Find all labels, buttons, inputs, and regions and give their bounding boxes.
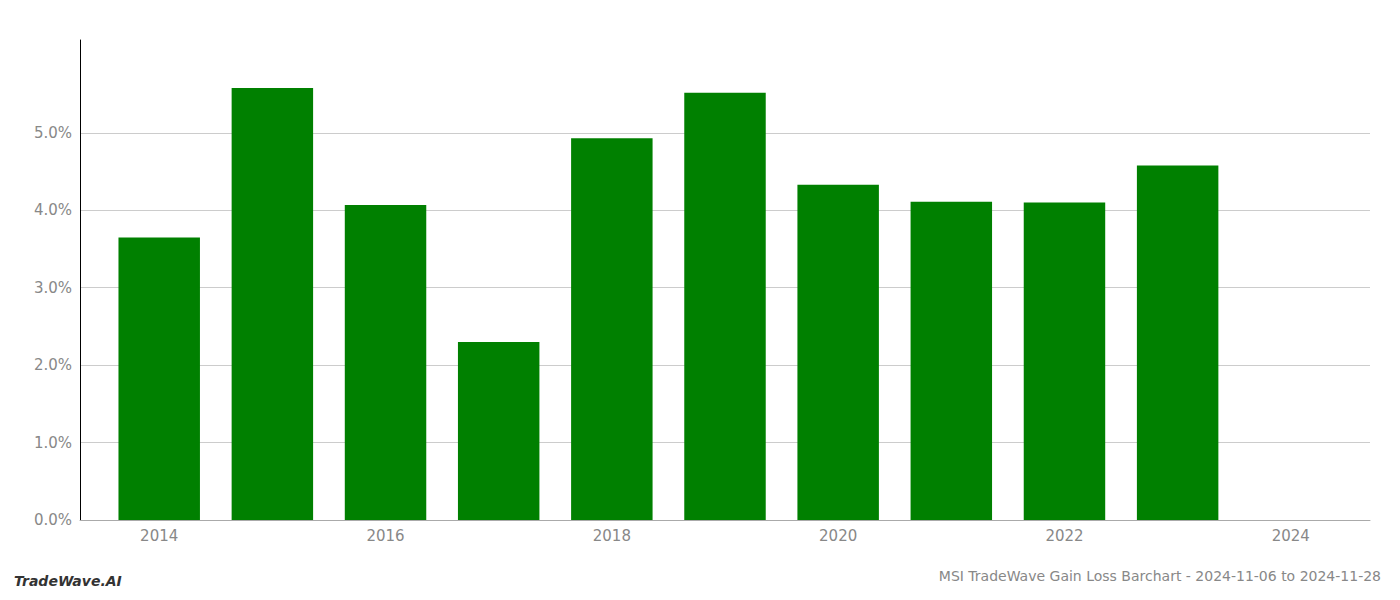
svg-text:2022: 2022 <box>1045 527 1083 545</box>
svg-text:3.0%: 3.0% <box>34 279 72 297</box>
svg-text:2.0%: 2.0% <box>34 356 72 374</box>
svg-text:TradeWave.AI: TradeWave.AI <box>14 573 122 589</box>
svg-text:4.0%: 4.0% <box>34 201 72 219</box>
svg-text:2014: 2014 <box>140 527 178 545</box>
svg-text:2016: 2016 <box>366 527 404 545</box>
svg-text:2020: 2020 <box>819 527 857 545</box>
svg-text:1.0%: 1.0% <box>34 434 72 452</box>
svg-text:2024: 2024 <box>1272 527 1310 545</box>
svg-text:5.0%: 5.0% <box>34 124 72 142</box>
svg-text:MSI TradeWave Gain Loss Barcha: MSI TradeWave Gain Loss Barchart - 2024-… <box>939 568 1381 584</box>
svg-text:2018: 2018 <box>593 527 631 545</box>
svg-text:0.0%: 0.0% <box>34 511 72 529</box>
